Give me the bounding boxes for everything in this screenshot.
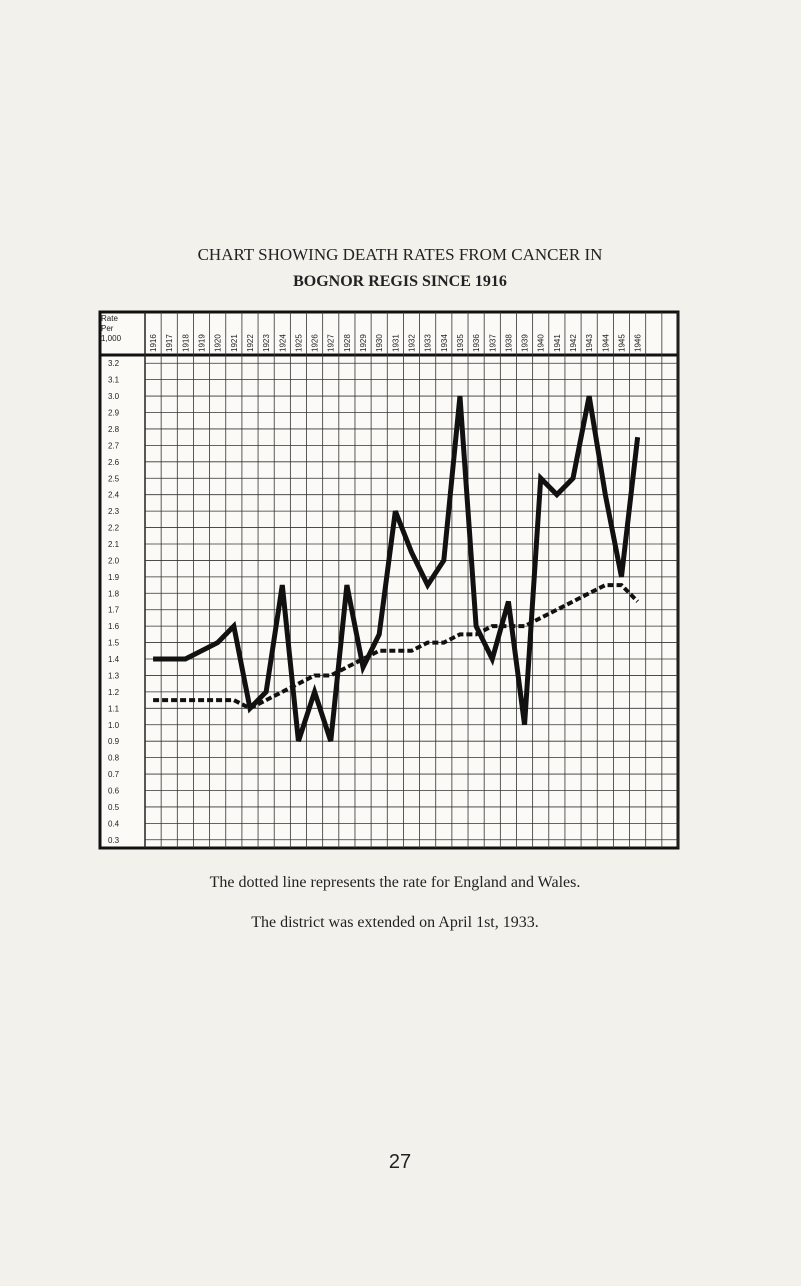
title: CHART SHOWING DEATH RATES FROM CANCER IN <box>198 245 603 264</box>
y-tick-label: 3.0 <box>108 392 120 401</box>
y-tick-label: 0.7 <box>108 770 120 779</box>
x-tick-label: 1930 <box>375 334 384 352</box>
y-tick-label: 2.0 <box>108 556 120 565</box>
y-tick-label: 0.4 <box>108 819 120 828</box>
y-tick-label: 2.5 <box>108 474 120 483</box>
y-tick-label: 1.2 <box>108 688 120 697</box>
y-tick-label: 3.1 <box>108 376 120 385</box>
y-tick-label: 1.7 <box>108 606 120 615</box>
x-tick-label: 1923 <box>262 334 271 352</box>
x-tick-label: 1932 <box>408 334 417 352</box>
x-tick-label: 1921 <box>230 334 239 352</box>
note: The district was extended on April 1st, … <box>251 914 539 931</box>
x-tick-label: 1916 <box>149 334 158 352</box>
page-number: 27 <box>389 1151 411 1173</box>
y-tick-label: 2.2 <box>108 524 120 533</box>
x-tick-label: 1926 <box>311 334 320 352</box>
x-tick-label: 1925 <box>294 334 303 352</box>
x-tick-label: 1938 <box>504 334 513 352</box>
y-tick-label: 2.9 <box>108 409 120 418</box>
x-tick-label: 1945 <box>617 334 626 352</box>
x-tick-label: 1940 <box>537 334 546 352</box>
x-tick-label: 1929 <box>359 334 368 352</box>
x-tick-label: 1931 <box>391 334 400 352</box>
y-tick-label: 0.8 <box>108 754 120 763</box>
x-tick-label: 1935 <box>456 334 465 352</box>
x-tick-label: 1942 <box>569 334 578 352</box>
x-tick-label: 1943 <box>585 334 594 352</box>
x-tick-label: 1922 <box>246 334 255 352</box>
y-tick-label: 2.8 <box>108 425 120 434</box>
y-tick-label: 0.3 <box>108 836 120 845</box>
x-tick-label: 1939 <box>521 334 530 352</box>
y-tick-label: 2.7 <box>108 441 120 450</box>
y-tick-label: 2.4 <box>108 491 120 500</box>
y-tick-label: 1.9 <box>108 573 120 582</box>
y-tick-label: 1.4 <box>108 655 120 664</box>
y-tick-label: 3.2 <box>108 359 120 368</box>
y-tick-label: 0.6 <box>108 786 120 795</box>
y-tick-label: 2.6 <box>108 458 120 467</box>
y-axis-label: Rate Per 1,000 <box>101 314 122 343</box>
x-tick-label: 1924 <box>278 334 287 352</box>
x-tick-label: 1941 <box>553 334 562 352</box>
y-tick-label: 0.9 <box>108 737 120 746</box>
x-tick-label: 1928 <box>343 334 352 352</box>
x-tick-label: 1936 <box>472 334 481 352</box>
x-tick-label: 1918 <box>181 334 190 352</box>
y-tick-label: 1.1 <box>108 704 120 713</box>
x-tick-label: 1919 <box>198 334 207 352</box>
x-tick-label: 1946 <box>634 334 643 352</box>
x-tick-label: 1920 <box>214 334 223 352</box>
x-tick-label: 1944 <box>601 334 610 352</box>
y-tick-label: 0.5 <box>108 803 120 812</box>
x-tick-label: 1933 <box>424 334 433 352</box>
ylabel-box: Rate Per 1,000 <box>101 314 122 343</box>
y-tick-label: 2.1 <box>108 540 120 549</box>
x-tick-label: 1927 <box>327 334 336 352</box>
subtitle: BOGNOR REGIS SINCE 1916 <box>293 273 507 290</box>
y-tick-label: 1.8 <box>108 589 120 598</box>
solid-line <box>153 395 641 742</box>
y-tick-label: 2.3 <box>108 507 120 516</box>
x-tick-label: 1934 <box>440 334 449 352</box>
note: The dotted line represents the rate for … <box>210 874 581 891</box>
y-tick-label: 1.3 <box>108 671 120 680</box>
x-tick-label: 1917 <box>165 334 174 352</box>
y-tick-label: 1.6 <box>108 622 120 631</box>
y-tick-label: 1.0 <box>108 721 120 730</box>
y-tick-label: 1.5 <box>108 639 120 648</box>
x-tick-label: 1937 <box>488 334 497 352</box>
chart-frame <box>98 310 680 850</box>
